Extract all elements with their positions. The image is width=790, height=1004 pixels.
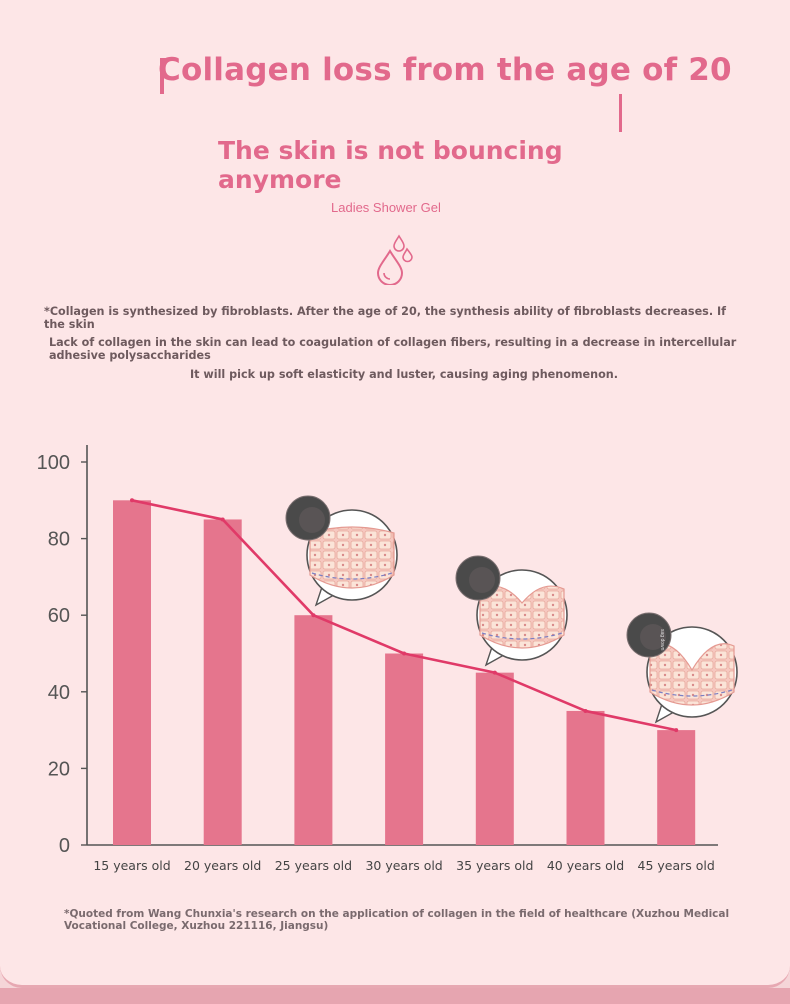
x-tick-label: 30 years old: [365, 858, 442, 873]
y-tick-label: 40: [48, 682, 70, 704]
magnifier-texture: [640, 624, 666, 650]
y-tick-label: 80: [48, 529, 70, 551]
page-title: Collagen loss from the age of 20: [158, 52, 732, 88]
cell-layer: [649, 643, 735, 706]
bar-40-years-old: [566, 710, 605, 845]
trend-point: [583, 708, 588, 713]
membrane-line: [311, 572, 393, 580]
trend-point: [130, 498, 134, 503]
skin-cross-section-icon: sag down: [626, 612, 738, 724]
x-tick-label: 25 years old: [275, 858, 352, 873]
skin-cross-section-icon: [285, 495, 398, 607]
trend-point: [492, 670, 497, 675]
bar-30-years-old: [385, 653, 424, 845]
trend-point: [220, 517, 225, 522]
description-line-1: *Collagen is synthesized by fibroblasts.…: [44, 305, 727, 331]
y-tick-label: 100: [37, 452, 70, 474]
trend-point: [674, 728, 679, 733]
y-tick-label: 20: [48, 758, 70, 780]
trend-point: [311, 613, 316, 618]
bar-45-years-old: [657, 730, 696, 845]
membrane-line: [651, 689, 733, 697]
bar-15-years-old: [113, 500, 151, 845]
description-line-3: It will pick up soft elasticity and lust…: [190, 368, 619, 381]
x-tick-label: 45 years old: [638, 858, 715, 873]
magnifier-texture: [299, 507, 325, 533]
membrane-line: [481, 632, 563, 640]
sag-label: sag down: [659, 629, 665, 651]
bottom-strip: [0, 988, 790, 1004]
page-subtitle: The skin is not bouncing anymore: [218, 136, 563, 194]
title-tick-decoration: [619, 94, 622, 132]
cell-layer: [479, 585, 565, 649]
bar-25-years-old: [294, 615, 333, 845]
y-tick-label: 0: [59, 835, 70, 857]
x-tick-label: 35 years old: [456, 858, 533, 873]
x-tick-label: 15 years old: [93, 858, 170, 873]
description-line-2: Lack of collagen in the skin can lead to…: [49, 336, 737, 362]
trend-point: [402, 651, 407, 656]
x-tick-label: 20 years old: [184, 858, 261, 873]
skin-cross-section-icon: [455, 555, 568, 667]
product-tagline: Ladies Shower Gel: [331, 200, 441, 215]
bar-35-years-old: [475, 672, 514, 845]
magnifier-texture: [469, 567, 495, 593]
y-tick-label: 60: [48, 605, 70, 627]
collagen-bar-chart: 0 20 40 60 80 100 15 years old 20 years old 25 y…: [37, 445, 738, 873]
title-bracket-decoration: [160, 58, 164, 94]
bar-20-years-old: [203, 519, 242, 845]
x-tick-label: 40 years old: [547, 858, 624, 873]
cell-layer: [309, 526, 395, 589]
title-bracket-top-decoration: [160, 58, 172, 61]
source-footnote: *Quoted from Wang Chunxia's research on …: [64, 908, 730, 932]
water-drop-icon: [376, 234, 413, 285]
